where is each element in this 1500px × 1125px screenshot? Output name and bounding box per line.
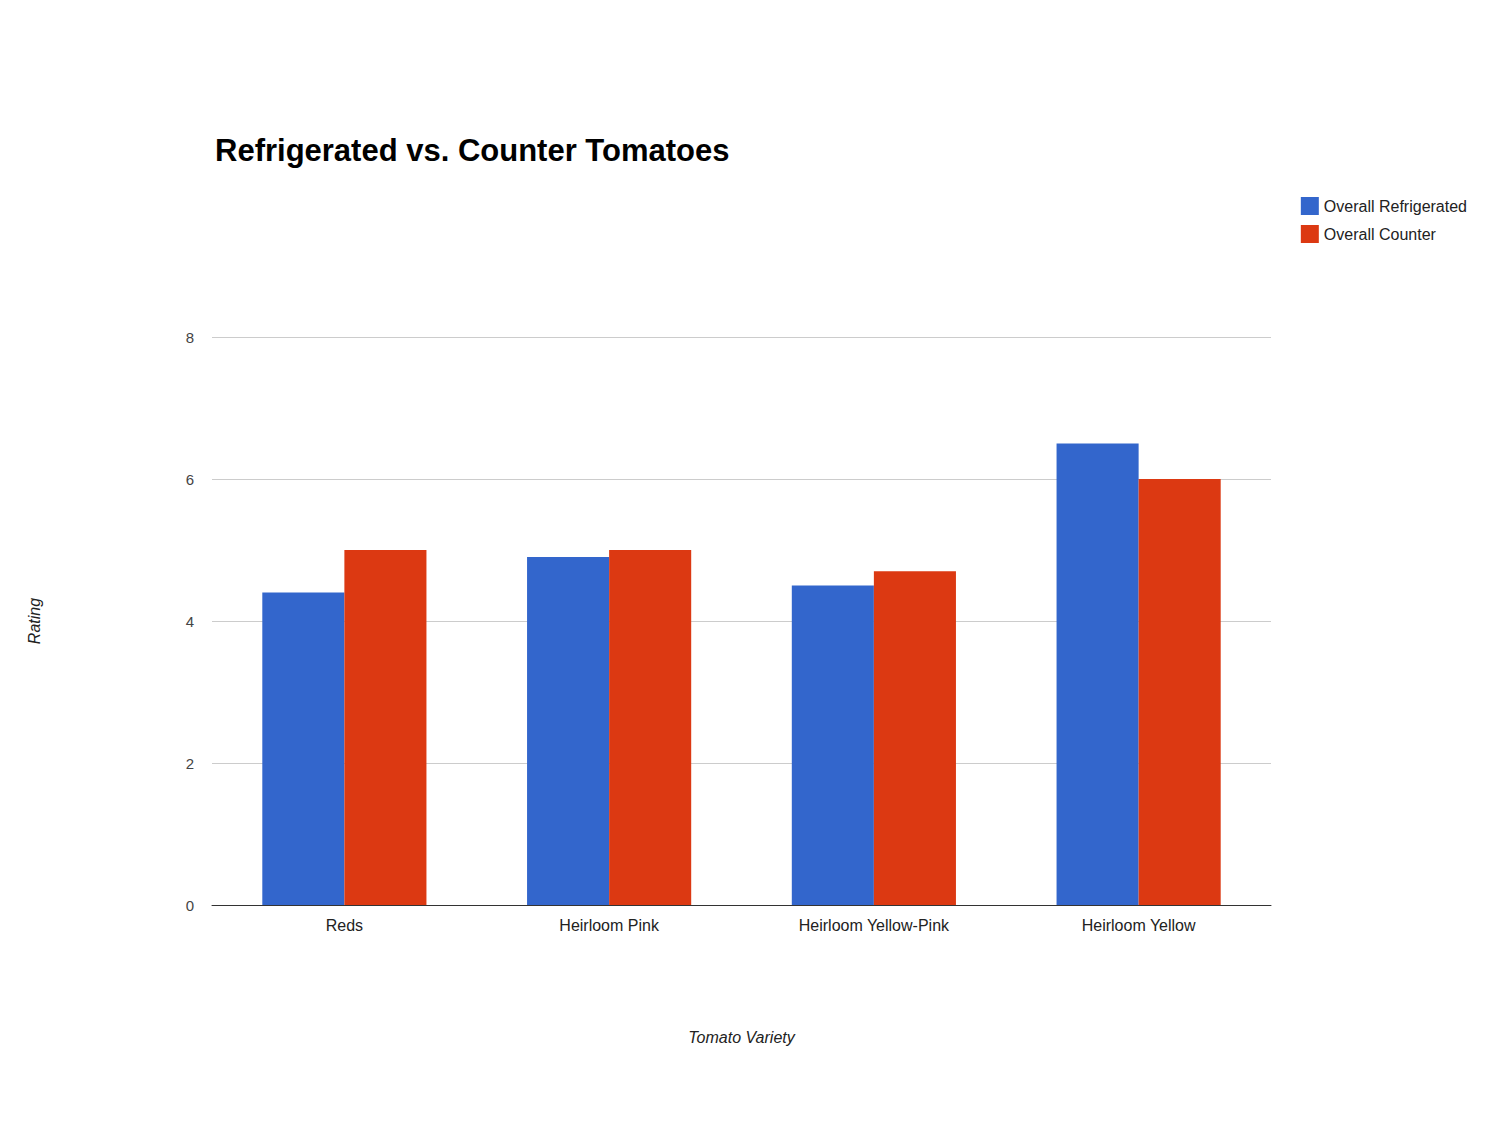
svg-text:Refrigerated vs. Counter Tomat: Refrigerated vs. Counter Tomatoes bbox=[215, 133, 729, 168]
svg-text:Heirloom Yellow: Heirloom Yellow bbox=[1082, 917, 1196, 934]
svg-text:Heirloom Yellow-Pink: Heirloom Yellow-Pink bbox=[799, 917, 950, 934]
svg-text:Overall Refrigerated: Overall Refrigerated bbox=[1324, 198, 1467, 215]
svg-text:Rating: Rating bbox=[26, 598, 43, 644]
svg-text:Overall Counter: Overall Counter bbox=[1324, 226, 1437, 243]
svg-text:6: 6 bbox=[186, 471, 194, 488]
svg-text:0: 0 bbox=[186, 897, 194, 914]
svg-text:8: 8 bbox=[186, 329, 194, 346]
svg-text:2: 2 bbox=[186, 755, 194, 772]
svg-text:4: 4 bbox=[186, 613, 194, 630]
svg-text:Reds: Reds bbox=[326, 917, 363, 934]
svg-text:Tomato Variety: Tomato Variety bbox=[688, 1029, 795, 1046]
svg-text:Heirloom Pink: Heirloom Pink bbox=[559, 917, 660, 934]
